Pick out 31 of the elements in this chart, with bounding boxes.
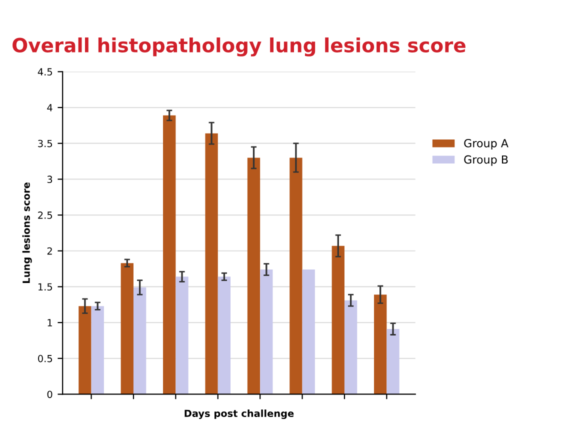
- y-tick-label: 1: [48, 319, 52, 326]
- bar: [302, 270, 315, 394]
- bar: [374, 294, 387, 394]
- bar: [133, 287, 146, 394]
- bar: [163, 115, 176, 394]
- y-tick-label: 4: [47, 104, 52, 112]
- y-tick-label: 3: [47, 176, 52, 184]
- y-tick-label: 0.5: [38, 354, 52, 362]
- bar: [218, 276, 231, 394]
- chart-title: Overall histopathology lung lesions score: [12, 37, 466, 56]
- y-axis-title: Lung lesions score: [22, 182, 32, 283]
- bar: [120, 263, 134, 394]
- y-tick-label: 4.5: [38, 68, 52, 76]
- y-tick-label: 3.5: [38, 140, 52, 148]
- x-axis-title: Days post challenge: [184, 410, 294, 420]
- bar: [344, 300, 358, 394]
- bar: [247, 158, 260, 394]
- bar: [91, 306, 104, 394]
- y-tick-label: 0: [47, 390, 52, 398]
- bar: [260, 270, 273, 394]
- bar: [332, 246, 344, 394]
- legend-label: Group A: [464, 138, 508, 150]
- y-tick-label: 2.5: [38, 212, 52, 219]
- y-tick-label: 2: [47, 247, 52, 255]
- bar: [78, 306, 92, 394]
- bar: [176, 276, 188, 394]
- bar: [205, 133, 218, 394]
- bar: [290, 158, 302, 394]
- y-tick-label: 1.5: [38, 283, 52, 291]
- bar: [386, 329, 400, 394]
- legend-label: Group B: [464, 155, 508, 166]
